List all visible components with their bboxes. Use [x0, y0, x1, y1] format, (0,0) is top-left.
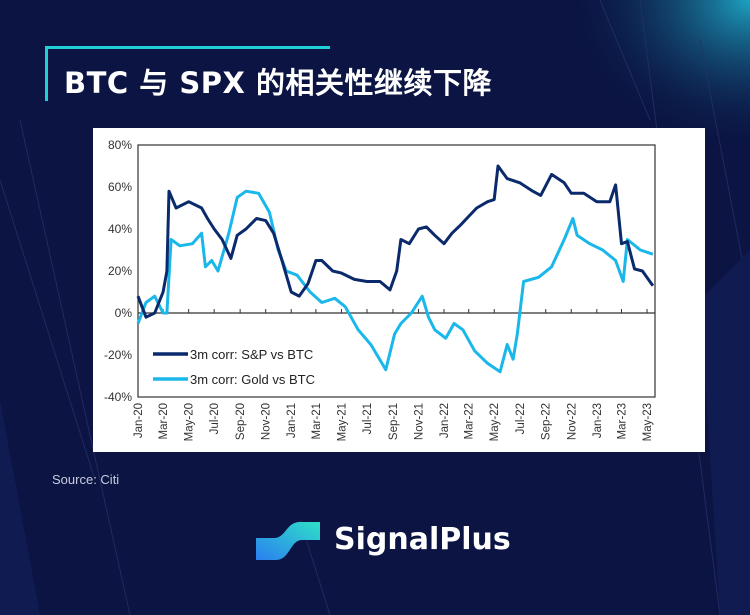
signalplus-logo-icon — [256, 522, 320, 560]
x-tick-label: May-23 — [642, 403, 654, 441]
x-tick-label: Jan-20 — [133, 403, 145, 438]
x-tick-label: Sep-20 — [235, 403, 247, 440]
x-tick-label: Mar-20 — [158, 403, 170, 439]
x-tick-label: Sep-21 — [388, 403, 400, 440]
x-tick-label: May-22 — [489, 403, 501, 441]
x-tick-label: Jul-20 — [209, 403, 221, 434]
x-tick-label: Nov-21 — [413, 403, 425, 440]
correlation-chart: 80% 60% 40% 20% 0% -20% -40%Jan-20 Mar-20 May-20… — [104, 138, 656, 441]
y-tick-label: -40% — [104, 390, 132, 404]
x-tick-label: Sep-22 — [541, 403, 553, 440]
legend-label: 3m corr: S&P vs BTC — [190, 347, 313, 362]
page-title: BTC 与 SPX 的相关性继续下降 — [64, 66, 492, 100]
source-note: Source: Citi — [52, 472, 120, 487]
x-tick-label: May-20 — [184, 403, 196, 441]
x-tick-label: May-21 — [336, 403, 348, 441]
title-frame — [45, 46, 330, 101]
x-tick-label: Jan-23 — [592, 403, 604, 438]
x-tick-label: Jul-22 — [515, 403, 527, 434]
x-tick-label: Mar-21 — [311, 403, 323, 439]
y-tick-label: 80% — [108, 138, 132, 152]
x-tick-label: Jan-21 — [286, 403, 298, 438]
legend-label: 3m corr: Gold vs BTC — [190, 372, 315, 387]
y-tick-label: 40% — [108, 222, 132, 236]
brand-name: SignalPlus — [334, 521, 511, 557]
x-tick-label: Jul-21 — [362, 403, 374, 434]
y-tick-label: 0% — [115, 306, 133, 320]
y-tick-label: 60% — [108, 180, 132, 194]
plot-frame — [137, 144, 656, 398]
x-tick-label: Mar-23 — [617, 403, 629, 439]
x-tick-label: Nov-20 — [261, 403, 273, 440]
y-tick-label: -20% — [104, 348, 132, 362]
chart-panel: 80% 60% 40% 20% 0% -20% -40% Jan-20 Mar-20 May-20… — [93, 128, 705, 452]
x-tick-label: Jan-22 — [439, 403, 451, 438]
series-line-1 — [136, 189, 654, 374]
series-line-0 — [136, 164, 655, 319]
y-tick-label: 20% — [108, 264, 132, 278]
x-tick-label: Mar-22 — [464, 403, 476, 439]
brand-logo: SignalPlus — [256, 518, 511, 560]
x-tick-label: Nov-22 — [566, 403, 578, 440]
